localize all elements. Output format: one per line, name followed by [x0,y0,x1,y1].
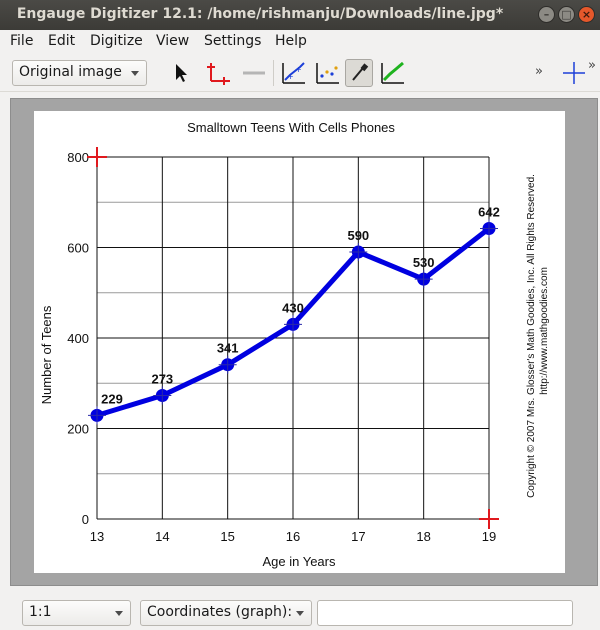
toolbar-separator [273,60,274,86]
y-axis-label: Number of Teens [39,305,54,404]
data-label: 273 [151,371,173,386]
x-tick-label: 15 [220,529,234,544]
chevron-down-icon [296,611,304,616]
data-label: 229 [101,391,123,406]
chart-series: 229 273 341 430 590 530 642 [88,204,500,425]
svg-text:+: + [287,72,294,81]
toolbar-overflow-right[interactable]: » [588,58,596,73]
eyedropper-icon [352,63,369,81]
axis-point-tool[interactable] [204,59,232,87]
y-tick-label: 800 [67,150,89,165]
copyright-text: Copyright © 2007 Mrs. Glosser's Math Goo… [526,174,537,498]
axis-point-icon [207,63,230,85]
arrow-pointer-icon [176,64,187,82]
x-axis-label: Age in Years [262,554,336,569]
axis-point-markers [87,147,499,529]
line-chart[interactable]: Smalltown Teens With Cells Phones 13 14 15… [34,111,565,573]
window-titlebar: Engauge Digitizer 12.1: /home/rishmanju/… [0,0,600,30]
y-tick-label: 600 [67,241,89,256]
chevron-down-icon [131,71,139,76]
x-tick-label: 17 [351,529,365,544]
y-tick-label: 400 [67,331,89,346]
loaded-image[interactable]: Smalltown Teens With Cells Phones 13 14 15… [34,111,565,573]
svg-text:+: + [295,65,302,74]
data-label: 642 [478,204,500,219]
curve-point-tool[interactable]: + + [279,59,307,87]
point-match-tool[interactable] [313,59,341,87]
y-tick-label: 0 [82,512,89,527]
point-match-icon [316,63,339,84]
toolbar: Original image + + [0,54,600,92]
menu-digitize[interactable]: Digitize [90,33,143,49]
status-bar: 1:1 Coordinates (graph): [0,592,600,630]
crosshair-tool[interactable] [560,59,588,87]
y-tick-label: 200 [67,422,89,437]
chart-grid [96,156,490,520]
select-tool[interactable] [166,59,194,87]
color-picker-tool[interactable] [345,59,373,87]
x-tick-label: 19 [482,529,496,544]
chevron-down-icon [115,611,123,616]
x-tick-label: 16 [286,529,300,544]
maximize-icon[interactable]: □ [558,6,575,23]
menu-file[interactable]: File [10,33,34,49]
coordinates-select[interactable]: Coordinates (graph): [140,600,312,626]
menu-bar: File Edit Digitize View Settings Help [0,30,600,54]
close-icon[interactable]: × [578,6,595,23]
zoom-select[interactable]: 1:1 [22,600,131,626]
background-select-value: Original image [19,64,122,80]
data-label: 590 [347,228,369,243]
segment-fill-tool[interactable] [378,59,406,87]
data-label: 341 [217,341,239,356]
data-label: 430 [282,300,304,315]
menu-help[interactable]: Help [275,33,307,49]
menu-edit[interactable]: Edit [48,33,76,49]
zoom-value: 1:1 [29,604,52,620]
menu-view[interactable]: View [156,33,190,49]
coordinates-field[interactable] [317,600,573,626]
source-url: http://www.mathgoodies.com [539,267,550,395]
chart-title: Smalltown Teens With Cells Phones [187,120,395,135]
x-tick-label: 14 [155,529,169,544]
crosshair-icon [563,62,585,84]
minimize-icon[interactable]: – [538,6,555,23]
scale-bar-tool[interactable] [240,59,268,87]
curve-point-icon: + + [282,62,305,84]
menu-settings[interactable]: Settings [204,33,262,49]
window-title: Engauge Digitizer 12.1: /home/rishmanju/… [16,6,504,22]
x-tick-label: 13 [90,529,104,544]
scale-bar-icon [243,71,265,75]
background-select[interactable]: Original image [12,60,147,86]
segment-fill-icon [381,61,404,84]
coordinates-label: Coordinates (graph): [147,604,293,620]
x-tick-label: 18 [416,529,430,544]
chart-ticks: 13 14 15 16 17 18 19 0 200 400 600 800 [67,150,496,544]
data-label: 530 [413,255,435,270]
toolbar-overflow-button[interactable]: » [535,64,543,79]
